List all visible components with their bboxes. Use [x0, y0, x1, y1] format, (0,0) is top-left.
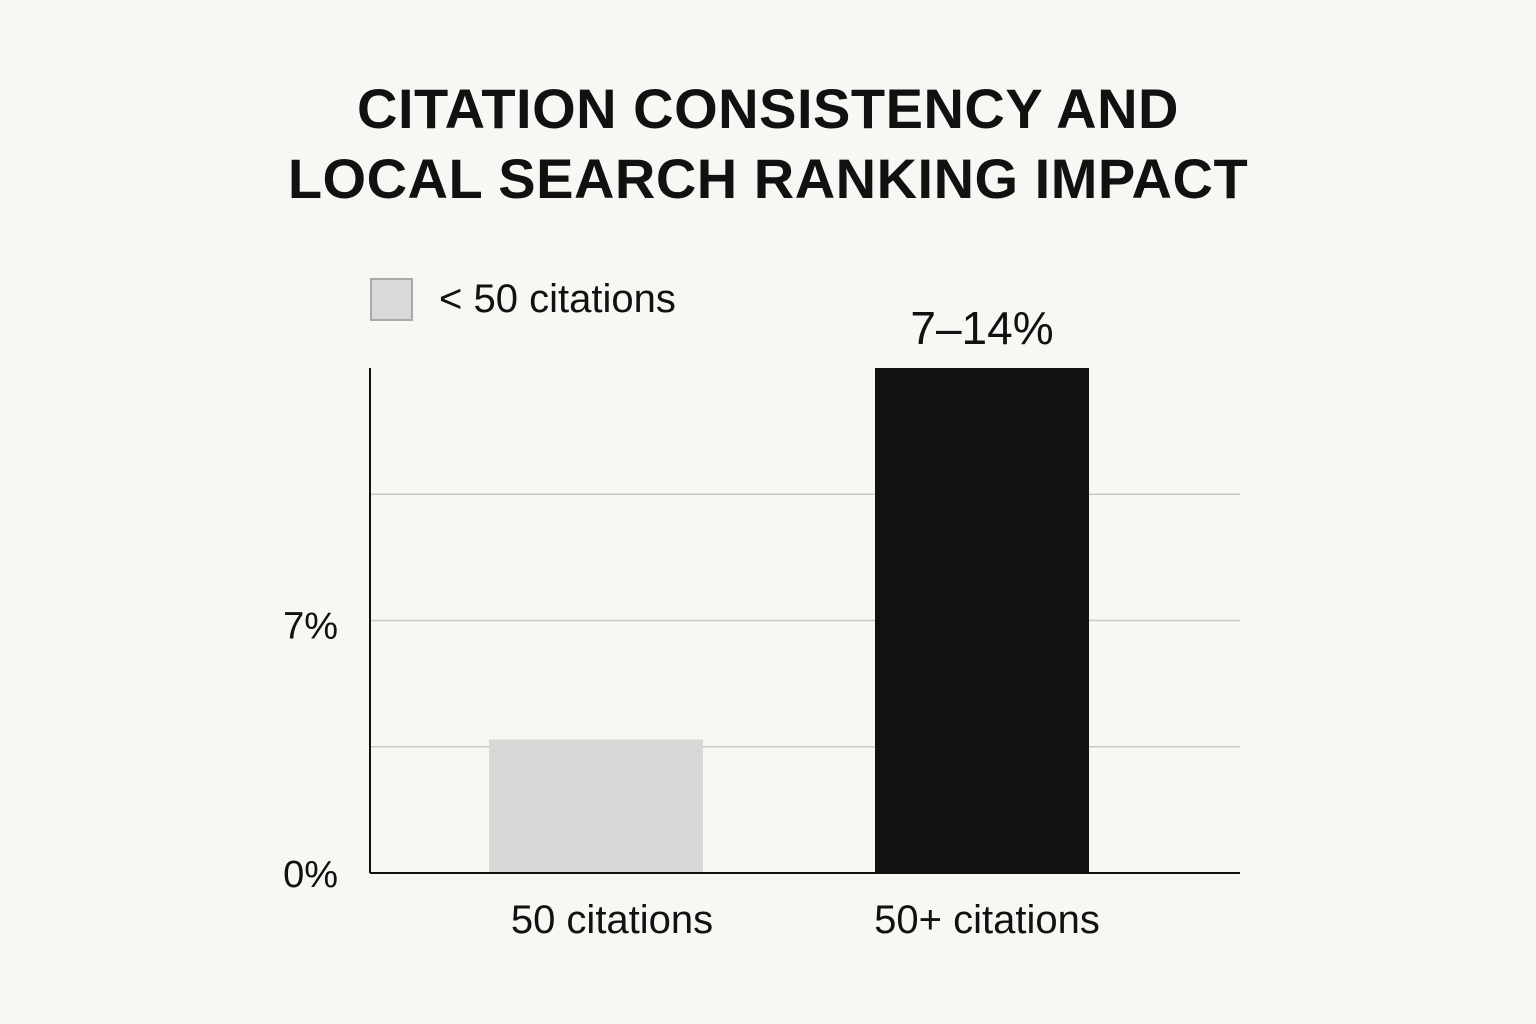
- x-tick-label-1: 50+ citations: [874, 898, 1100, 942]
- chart-title-line-1: CITATION CONSISTENCY AND: [357, 77, 1179, 140]
- bar-0: [489, 739, 703, 873]
- legend-swatch: [370, 277, 413, 321]
- chart-legend: < 50 citations: [370, 276, 676, 322]
- y-tick-label-1: 7%: [283, 606, 338, 648]
- data-label-1: 7–14%: [910, 302, 1053, 354]
- chart-title-line-2: LOCAL SEARCH RANKING IMPACT: [287, 147, 1249, 210]
- x-tick-label-0: 50 citations: [511, 898, 713, 942]
- chart-title: CITATION CONSISTENCY AND LOCAL SEARCH RA…: [0, 74, 1536, 214]
- y-tick-label-0: 0%: [283, 854, 338, 896]
- legend-label: < 50 citations: [439, 276, 676, 321]
- bar-1: [875, 368, 1089, 873]
